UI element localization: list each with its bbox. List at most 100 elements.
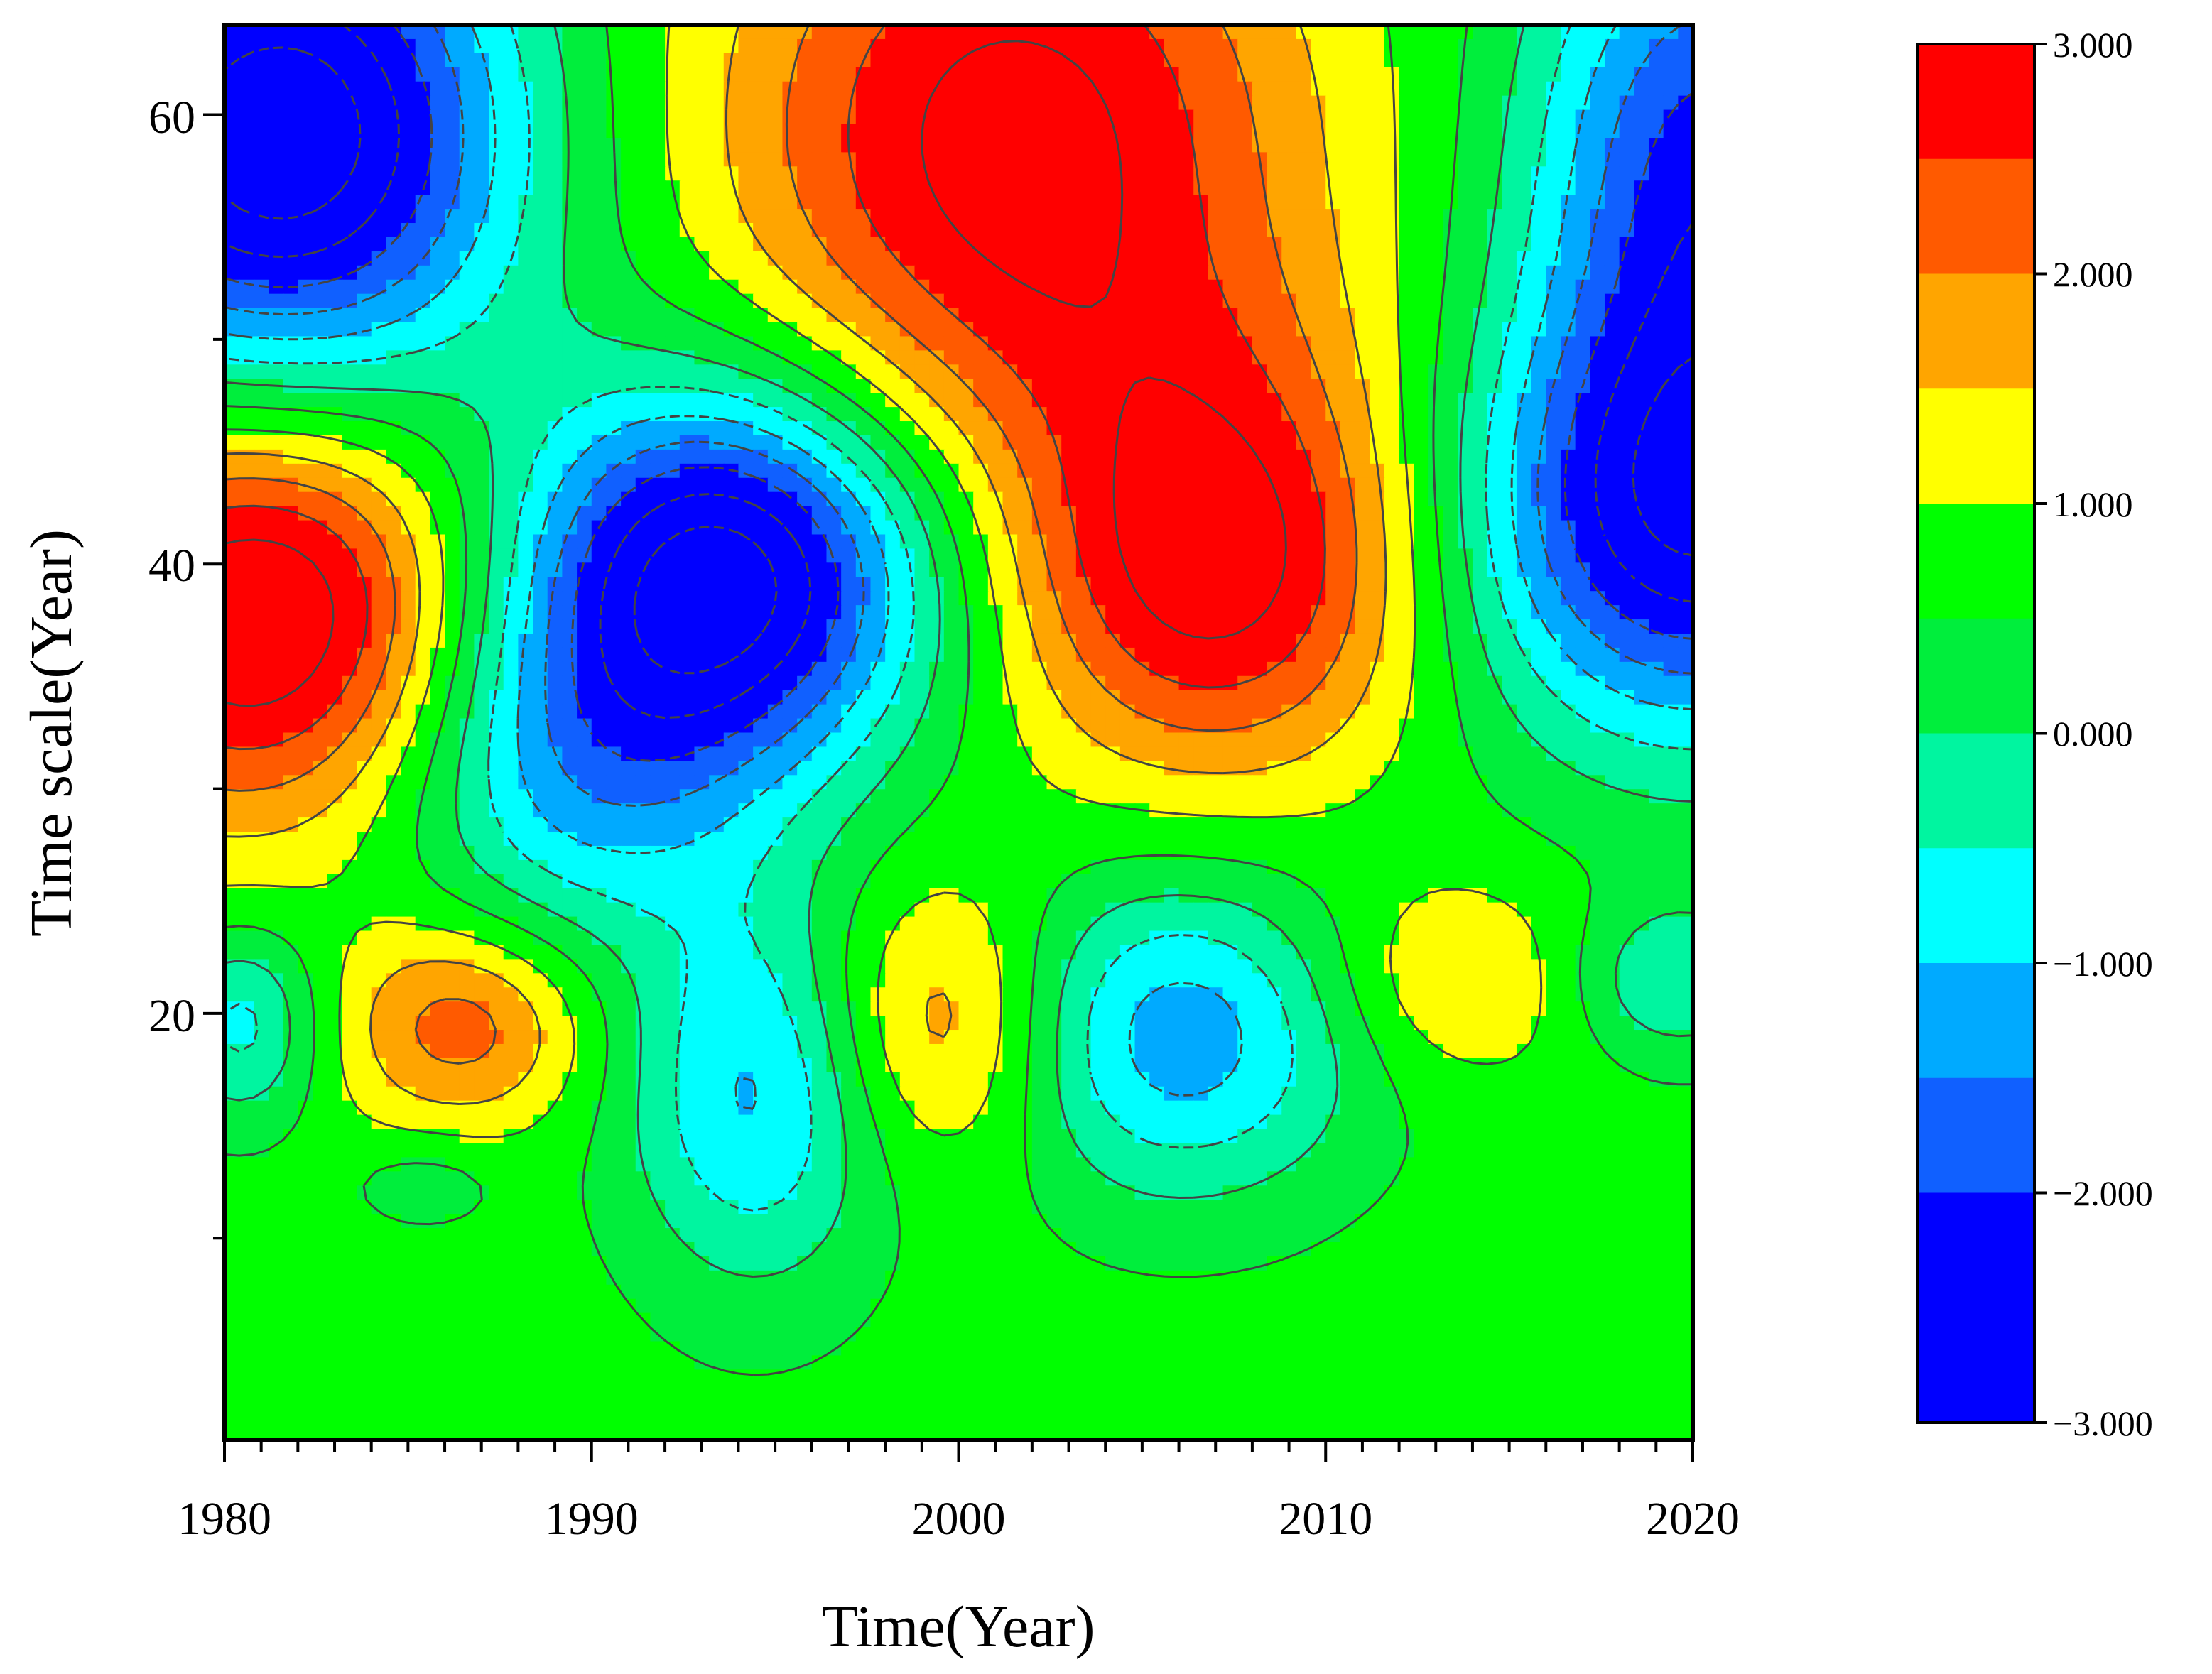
contour-cell xyxy=(841,265,857,281)
contour-cell xyxy=(342,350,357,366)
contour-cell xyxy=(1031,577,1048,592)
contour-cell xyxy=(1222,209,1239,224)
contour-cell xyxy=(459,124,475,139)
contour-cell xyxy=(298,223,313,238)
contour-cell xyxy=(621,393,636,408)
contour-cell xyxy=(811,195,828,210)
contour-cell xyxy=(1487,251,1503,266)
contour-cell xyxy=(943,152,960,168)
contour-cell xyxy=(459,435,475,450)
contour-cell xyxy=(899,223,916,238)
contour-cell xyxy=(1590,237,1605,252)
contour-cell xyxy=(1619,477,1635,493)
contour-cell xyxy=(1546,209,1561,224)
contour-cell xyxy=(1164,421,1180,436)
contour-cell xyxy=(313,265,328,281)
contour-cell xyxy=(1516,152,1532,168)
contour-cell xyxy=(723,265,739,281)
contour-cell xyxy=(577,591,592,607)
contour-cell xyxy=(1575,350,1591,366)
contour-cell xyxy=(826,605,842,620)
contour-cell xyxy=(547,350,563,366)
contour-cell xyxy=(1325,38,1341,54)
contour-cell xyxy=(1193,265,1209,281)
contour-cell xyxy=(1296,463,1312,479)
contour-cell xyxy=(269,152,284,168)
contour-cell xyxy=(826,364,842,380)
contour-cell xyxy=(1075,195,1092,210)
contour-cell xyxy=(1311,647,1327,663)
contour-cell xyxy=(635,152,651,168)
contour-cell xyxy=(1531,379,1547,394)
contour-cell xyxy=(415,38,431,54)
contour-cell xyxy=(929,152,945,168)
contour-cell xyxy=(694,577,710,592)
contour-cell xyxy=(577,661,592,677)
contour-cell xyxy=(1472,195,1488,210)
contour-cell xyxy=(577,180,592,196)
contour-cell xyxy=(1149,421,1165,436)
contour-cell xyxy=(797,138,813,153)
contour-cell xyxy=(621,463,636,479)
contour-cell xyxy=(1296,237,1312,252)
contour-cell xyxy=(1399,506,1415,521)
contour-cell xyxy=(386,251,401,266)
contour-cell xyxy=(943,308,960,323)
contour-cell xyxy=(1384,605,1400,620)
contour-cell xyxy=(1487,506,1503,521)
contour-cell xyxy=(899,364,916,380)
contour-cell xyxy=(1119,25,1136,40)
contour-cell xyxy=(1061,449,1077,464)
contour-cell xyxy=(1619,209,1635,224)
contour-cell xyxy=(1061,209,1077,224)
contour-cell xyxy=(1516,421,1532,436)
contour-cell xyxy=(1134,633,1151,648)
contour-cell xyxy=(254,605,269,620)
contour-cell xyxy=(855,534,872,550)
contour-cell xyxy=(1046,548,1063,564)
contour-cell xyxy=(1134,180,1151,196)
contour-cell xyxy=(1149,138,1165,153)
contour-cell xyxy=(562,421,578,436)
contour-cell xyxy=(679,251,695,266)
contour-cell xyxy=(650,675,666,691)
contour-cell xyxy=(841,209,857,224)
contour-cell xyxy=(635,308,651,323)
contour-cell xyxy=(1164,251,1180,266)
contour-cell xyxy=(1017,534,1033,550)
contour-cell xyxy=(1267,95,1283,111)
contour-cell xyxy=(1634,548,1649,564)
contour-cell xyxy=(1178,661,1195,677)
contour-cell xyxy=(1678,95,1693,111)
contour-cell xyxy=(943,81,960,97)
contour-cell xyxy=(1634,138,1649,153)
contour-cell xyxy=(1134,379,1151,394)
contour-cell xyxy=(459,195,475,210)
contour-cell xyxy=(679,109,695,125)
contour-cell xyxy=(1031,407,1048,422)
contour-cell xyxy=(1149,647,1165,663)
contour-cell xyxy=(899,38,916,54)
contour-cell xyxy=(679,647,695,663)
contour-cell xyxy=(1370,534,1385,550)
contour-cell xyxy=(1002,647,1019,663)
contour-cell xyxy=(327,265,343,281)
contour-cell xyxy=(1031,619,1048,634)
contour-cell xyxy=(415,435,431,450)
contour-cell xyxy=(327,350,343,366)
contour-cell xyxy=(547,109,563,125)
contour-cell xyxy=(973,364,989,380)
contour-cell xyxy=(987,251,1004,266)
contour-cell xyxy=(489,704,504,719)
contour-cell xyxy=(342,308,357,323)
contour-cell xyxy=(503,279,519,295)
contour-cell xyxy=(929,463,945,479)
contour-cell xyxy=(943,251,960,266)
contour-cell xyxy=(1031,449,1048,464)
contour-cell xyxy=(1384,661,1400,677)
contour-cell xyxy=(547,124,563,139)
contour-cell xyxy=(1370,449,1385,464)
contour-cell xyxy=(650,195,666,210)
contour-cell xyxy=(1502,350,1517,366)
contour-cell xyxy=(1119,491,1136,507)
